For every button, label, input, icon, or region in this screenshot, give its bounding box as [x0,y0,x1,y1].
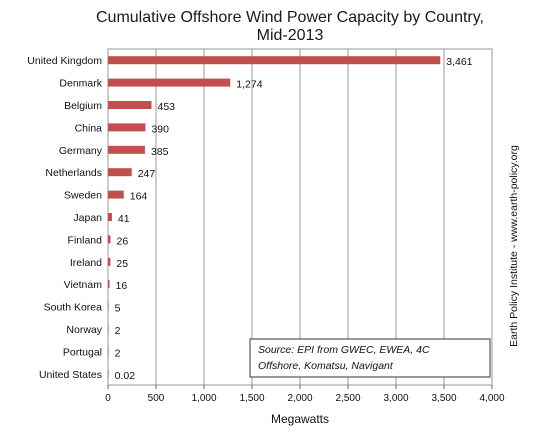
x-tick-label: 2,500 [335,393,360,404]
value-label: 247 [138,168,156,180]
bar [108,235,111,244]
x-tick-labels: 0 500 1,000 1,500 2,000 2,500 3,000 3,500 4,000 [105,393,505,404]
bar [108,145,145,154]
category-label: China [75,122,103,134]
bar [108,190,124,199]
category-label: Japan [73,212,102,224]
value-label: 1,274 [236,79,262,91]
gridlines [107,49,493,389]
value-label: 385 [151,146,169,158]
value-label: 25 [116,258,128,270]
x-tick-label: 3,000 [383,393,408,404]
bar [108,347,109,356]
bar-group [108,56,441,378]
category-label: Vietnam [64,279,103,291]
chart-title: Cumulative Offshore Wind Power Capacity … [96,9,484,26]
category-label: Belgium [64,100,102,112]
x-tick-label: 4,000 [479,393,504,404]
category-label: United States [39,369,102,381]
category-label: South Korea [44,302,103,314]
x-axis-title: Megawatts [271,412,329,426]
x-tick-label: 500 [148,393,165,404]
category-label: Germany [59,145,103,157]
value-label: 2 [115,347,121,359]
bar [108,280,110,289]
source-box-frame [249,338,491,378]
source-line-2: Offshore, Komatsu, Navigant [258,360,394,372]
bar [108,56,441,65]
value-label: 164 [130,191,148,203]
x-tick-label: 0 [105,393,111,404]
bar [108,302,109,311]
category-label: Ireland [70,257,102,269]
source-line-1: Source: EPI from GWEC, EWEA, 4C [258,344,430,356]
category-labels: United Kingdom Denmark Belgium China Germany… [27,55,102,381]
value-label: 453 [157,101,175,113]
value-label: 390 [151,123,169,135]
x-tick-label: 3,500 [431,393,456,404]
value-label: 5 [115,303,121,315]
value-label: 26 [116,235,128,247]
x-tick-label: 1,000 [191,393,216,404]
value-label: 2 [115,325,121,337]
side-credit: Earth Policy Institute - www.earth-polic… [508,145,520,347]
bar [108,213,112,221]
bar [108,168,132,177]
bar [108,101,152,109]
bar [108,369,109,378]
category-label: Portugal [63,346,102,358]
category-label: Norway [66,324,102,336]
value-label: 41 [118,213,130,225]
category-label: Denmark [59,78,102,90]
bar [108,325,109,333]
source-box: Source: EPI from GWEC, EWEA, 4C Offshore… [249,338,491,378]
category-label: Sweden [64,190,102,202]
x-tick-label: 1,500 [239,393,264,404]
category-label: Finland [68,234,103,246]
value-label: 16 [116,280,128,292]
category-label: Netherlands [45,167,102,179]
category-label: United Kingdom [27,55,102,67]
chart-subtitle: Mid-2013 [257,27,324,44]
bar [108,78,231,87]
bar [108,123,146,132]
value-label: 0.02 [115,370,136,382]
x-tick-label: 2,000 [287,393,312,404]
bar [108,257,111,266]
value-label: 3,461 [446,56,472,68]
